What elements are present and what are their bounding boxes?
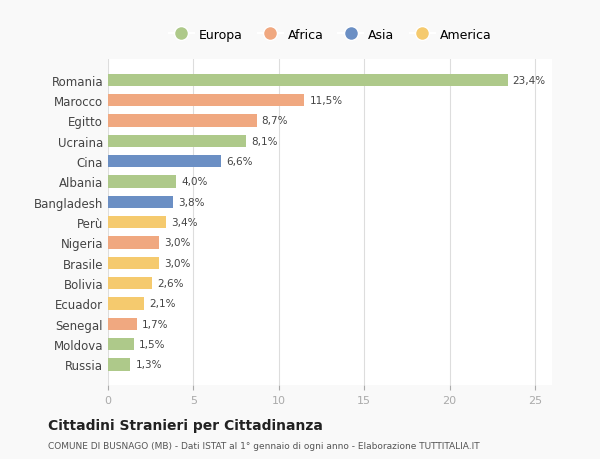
Bar xyxy=(108,135,247,147)
Text: 3,8%: 3,8% xyxy=(178,197,205,207)
Bar xyxy=(108,338,134,351)
Text: 11,5%: 11,5% xyxy=(310,96,343,106)
Text: 8,1%: 8,1% xyxy=(251,136,278,146)
Text: 1,3%: 1,3% xyxy=(136,360,162,369)
Text: 8,7%: 8,7% xyxy=(262,116,288,126)
Text: 6,6%: 6,6% xyxy=(226,157,253,167)
Bar xyxy=(108,156,221,168)
Text: COMUNE DI BUSNAGO (MB) - Dati ISTAT al 1° gennaio di ogni anno - Elaborazione TU: COMUNE DI BUSNAGO (MB) - Dati ISTAT al 1… xyxy=(48,441,479,450)
Text: 4,0%: 4,0% xyxy=(181,177,208,187)
Bar xyxy=(108,115,257,127)
Bar xyxy=(108,318,137,330)
Bar xyxy=(108,277,152,290)
Text: 3,0%: 3,0% xyxy=(164,238,191,248)
Text: 1,7%: 1,7% xyxy=(142,319,169,329)
Legend: Europa, Africa, Asia, America: Europa, Africa, Asia, America xyxy=(164,23,496,46)
Bar xyxy=(108,196,173,208)
Bar xyxy=(108,298,144,310)
Bar xyxy=(108,95,304,107)
Text: 2,1%: 2,1% xyxy=(149,299,175,309)
Bar xyxy=(108,176,176,188)
Text: 2,6%: 2,6% xyxy=(158,279,184,288)
Bar xyxy=(108,257,159,269)
Bar xyxy=(108,217,166,229)
Text: Cittadini Stranieri per Cittadinanza: Cittadini Stranieri per Cittadinanza xyxy=(48,418,323,431)
Text: 3,0%: 3,0% xyxy=(164,258,191,268)
Bar xyxy=(108,74,508,87)
Text: 3,4%: 3,4% xyxy=(171,218,197,228)
Text: 23,4%: 23,4% xyxy=(513,76,546,85)
Bar xyxy=(108,237,159,249)
Text: 1,5%: 1,5% xyxy=(139,339,165,349)
Bar xyxy=(108,358,130,371)
